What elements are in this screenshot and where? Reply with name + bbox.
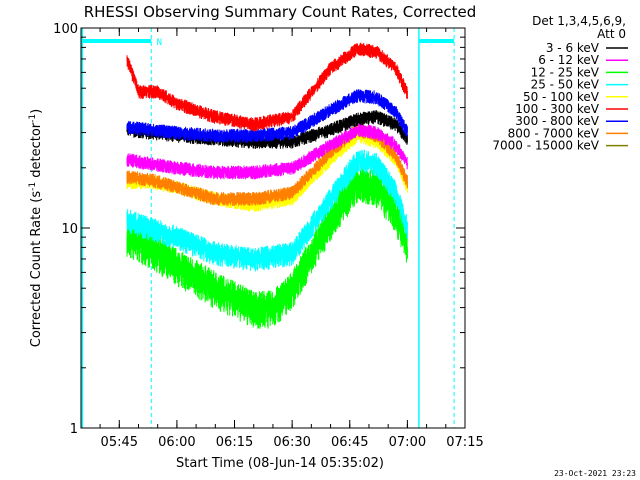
legend-label: 25 - 50 keV xyxy=(531,78,600,92)
chart-title: RHESSI Observing Summary Count Rates, Co… xyxy=(84,3,477,21)
legend-label: 7000 - 15000 keV xyxy=(492,139,599,153)
y-axis-label-part: ) xyxy=(29,109,44,114)
x-tick-label: 06:45 xyxy=(331,435,368,450)
x-tick-label: 05:45 xyxy=(101,435,138,450)
x-tick-label: 06:00 xyxy=(158,435,195,450)
y-tick-label: 1 xyxy=(70,422,78,437)
night-flag-label: N xyxy=(157,38,162,48)
legend-label: 50 - 100 keV xyxy=(523,90,600,104)
legend-label: 800 - 7000 keV xyxy=(508,126,600,140)
x-tick-label: 06:30 xyxy=(273,435,310,450)
series-line xyxy=(126,42,408,132)
footer-timestamp: 23-Oct-2021 23:23 xyxy=(554,469,636,478)
x-axis: 05:45 06:00 06:15 06:30 06:45 07:00 07:15 xyxy=(99,28,484,450)
y-tick-label: 100 xyxy=(53,22,78,37)
x-tick-label: 07:15 xyxy=(446,435,483,450)
legend-label: 300 - 800 keV xyxy=(515,114,599,128)
series-line xyxy=(126,123,408,180)
y-axis-label: Corrected Count Rate (s-1 detector-1) xyxy=(28,109,44,347)
legend-label: 6 - 12 keV xyxy=(538,53,600,67)
x-axis-label: Start Time (08-Jun-14 05:35:02) xyxy=(176,456,384,471)
y-axis-label-part: Corrected Count Rate (s xyxy=(29,191,44,348)
legend-label: 100 - 300 keV xyxy=(515,102,599,116)
y-axis-label-sup: -1 xyxy=(28,182,38,191)
series-line xyxy=(126,166,408,329)
legend-label: 12 - 25 keV xyxy=(531,65,600,79)
x-tick-label: 06:15 xyxy=(216,435,253,450)
x-tick-label: 07:00 xyxy=(389,435,426,450)
legend-label: 3 - 6 keV xyxy=(546,41,600,55)
legend-header: Det 1,3,4,5,6,9, xyxy=(532,14,626,28)
y-axis: 1 10 100 xyxy=(53,22,465,437)
series-line xyxy=(126,89,408,143)
legend-header: Att 0 xyxy=(597,27,626,41)
series-line xyxy=(126,149,408,272)
y-tick-label: 10 xyxy=(61,222,78,237)
y-axis-label-part: detector xyxy=(29,122,44,182)
y-axis-label-sup: -1 xyxy=(28,114,38,123)
